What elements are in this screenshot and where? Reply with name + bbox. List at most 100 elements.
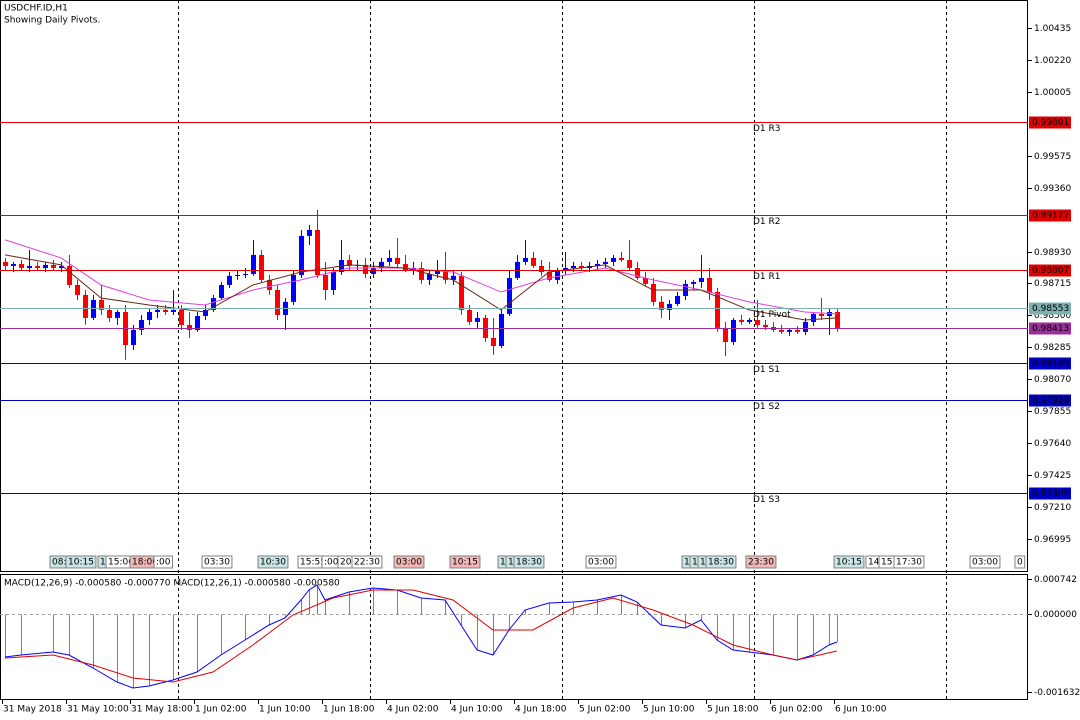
candle-body [531, 257, 536, 266]
candle-body [323, 275, 328, 291]
pivot-label: D1 Pivot [753, 310, 791, 320]
event-label: 1 [100, 558, 106, 568]
candle-body [139, 320, 144, 330]
candle-body [747, 320, 752, 322]
price-box [1029, 302, 1071, 315]
event-label: 1 [508, 558, 514, 568]
moving-average [4, 254, 838, 321]
candle-body [715, 291, 720, 328]
price-box [1029, 394, 1071, 407]
candle-body [787, 329, 792, 332]
pivot-label: D1 R3 [753, 124, 781, 134]
candle-body [243, 273, 248, 276]
y-tick-label: 0.98070 [1034, 375, 1071, 385]
y-tick-label: 1.00005 [1034, 88, 1071, 98]
candle-body [483, 317, 488, 338]
event-marker [745, 555, 777, 569]
candle-body [651, 283, 656, 302]
candle-body [643, 277, 648, 284]
event-label: 14 [868, 558, 880, 568]
candle-body [603, 261, 608, 265]
candle-body [507, 277, 512, 314]
x-tick-label: 4 Jun 18:00 [515, 705, 567, 715]
candle-body [67, 265, 72, 285]
macd-line [4, 584, 838, 689]
candle-body [275, 290, 280, 315]
candle-body [547, 272, 552, 280]
price-box-label: 0.99177 [1032, 211, 1069, 221]
event-label: 1 [500, 558, 506, 568]
candle-body [571, 265, 576, 269]
x-tick-label: 31 May 10:00 [67, 705, 129, 715]
candle-body [35, 265, 40, 269]
event-label: 1 [700, 558, 706, 568]
price-box [1029, 322, 1071, 335]
candle-body [667, 303, 672, 310]
event-label: 03:30 [204, 558, 230, 568]
x-tick-label: 5 Jun 10:00 [643, 705, 695, 715]
candle-body [755, 320, 760, 325]
event-label: 08: [52, 558, 66, 568]
price-box-label: 0.97305 [1032, 489, 1069, 499]
price-box [1029, 357, 1071, 370]
candle-body [459, 275, 464, 310]
event-label: 18:30 [708, 558, 734, 568]
candle-body [811, 313, 816, 322]
event-label: 03:00 [972, 558, 998, 568]
chart-title: USDCHF.ID,H1 [4, 4, 68, 14]
event-label: 17:30 [896, 558, 922, 568]
candle-body [99, 299, 104, 310]
chart-subtitle: Showing Daily Pivots. [4, 16, 100, 26]
candle-body [619, 257, 624, 260]
pivot-label: D1 S1 [753, 365, 780, 375]
event-marker [969, 555, 1001, 569]
candle-body [635, 268, 640, 278]
price-box-label: 0.97929 [1032, 396, 1069, 406]
candle-body [795, 329, 800, 332]
y-tick-label: 0.97640 [1034, 439, 1071, 449]
candle-body [163, 309, 168, 312]
pivot-label: D1 R1 [753, 272, 781, 282]
candle-body [595, 264, 600, 266]
macd-title: MACD(12,26,9) -0.000580 -0.000770 MACD(1… [4, 579, 340, 589]
candle-body [251, 254, 256, 274]
candle-body [75, 284, 80, 295]
event-marker [893, 555, 925, 569]
candle-body [179, 309, 184, 325]
event-label: 03:00 [396, 558, 422, 568]
price-box [1029, 264, 1071, 277]
y-tick-label: 0.97855 [1034, 407, 1071, 417]
price-box [1029, 209, 1071, 222]
price-box-label: 0.98807 [1032, 266, 1069, 276]
candle-body [363, 264, 368, 274]
event-marker [65, 555, 97, 569]
x-tick-label: 6 Jun 02:00 [771, 705, 823, 715]
event-marker [833, 555, 865, 569]
event-marker [201, 555, 233, 569]
candle-body [115, 312, 120, 318]
price-box-label: 0.98553 [1032, 304, 1069, 314]
event-label: 10:15 [452, 558, 478, 568]
candle-body [11, 264, 16, 266]
event-label: 1 [692, 558, 698, 568]
candle-body [219, 284, 224, 299]
x-tick-label: 31 May 2018 [3, 705, 62, 715]
y-tick-label: 0.98715 [1034, 279, 1071, 289]
candle-body [435, 269, 440, 274]
x-tick-label: 1 Jun 18:00 [323, 705, 375, 715]
event-label: 10:15 [836, 558, 862, 568]
candle-body [835, 312, 840, 328]
candle-body [347, 260, 352, 266]
candle-body [203, 309, 208, 317]
candle-body [523, 257, 528, 262]
price-box-label: 0.99801 [1032, 118, 1069, 128]
event-label: 22:30 [354, 558, 380, 568]
y-tick-label: 0.99575 [1034, 152, 1071, 162]
candle-body [395, 257, 400, 265]
candle-body [467, 309, 472, 322]
candle-body [539, 265, 544, 273]
candle-body [803, 321, 808, 332]
y-tick-label: 0.97425 [1034, 471, 1071, 481]
